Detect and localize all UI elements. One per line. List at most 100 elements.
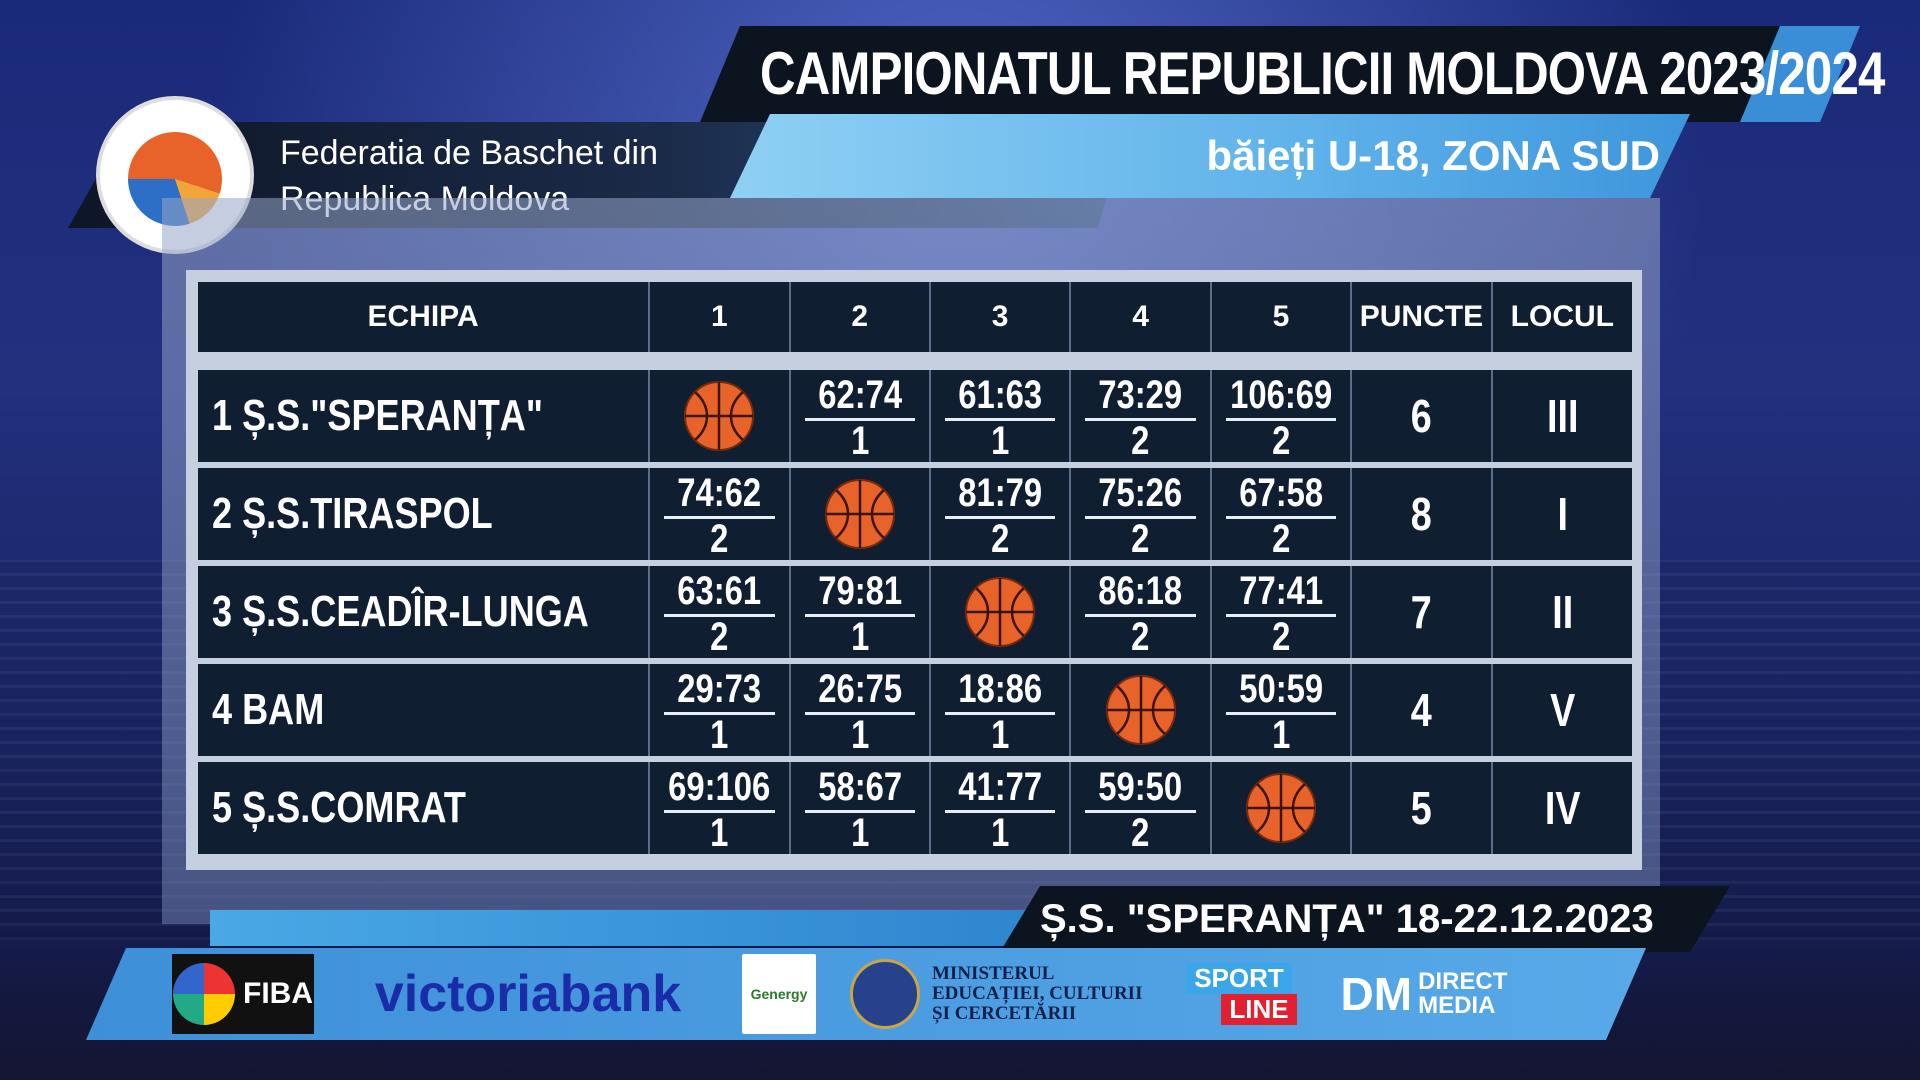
match-result-cell: 63:61 2	[650, 566, 791, 659]
place-value: IV	[1544, 782, 1581, 834]
match-points: 2	[1271, 517, 1291, 561]
score-divider	[804, 810, 915, 813]
score-divider	[1225, 516, 1337, 519]
match-points: 2	[1271, 419, 1291, 463]
total-points: 6	[1410, 390, 1432, 442]
score-divider	[1085, 516, 1196, 519]
match-score: 81:79	[958, 471, 1043, 515]
match-result-cell: 79:81 1	[791, 566, 931, 659]
match-score: 62:74	[817, 373, 902, 417]
score-divider	[664, 516, 775, 519]
match-result-cell: 29:73 1	[650, 664, 791, 757]
match-result-cell: 86:18 2	[1071, 566, 1212, 659]
score-divider	[1225, 418, 1337, 421]
score-divider	[1085, 614, 1196, 617]
table-row: 1 Ș.S."SPERANȚA" 62:74 1 61:63 1 73:29 2 106:69…	[198, 370, 1632, 463]
match-score: 29:73	[677, 667, 762, 711]
total-points: 4	[1410, 684, 1432, 736]
team-name: 4 BAM	[212, 685, 325, 734]
basketball-icon	[683, 380, 755, 452]
header-game-5: 5	[1212, 282, 1353, 352]
score-divider	[944, 418, 1056, 421]
place-value: I	[1557, 488, 1568, 540]
score-divider	[804, 418, 915, 421]
match-points: 2	[710, 615, 729, 659]
match-result-cell: 18:86 1	[931, 664, 1072, 757]
points-cell: 7	[1352, 566, 1493, 658]
match-result-cell: 75:26 2	[1071, 468, 1212, 561]
match-points: 1	[850, 615, 869, 659]
match-points: 1	[710, 811, 729, 855]
match-score: 73:29	[1098, 373, 1183, 417]
direct-media-logo: DM DIRECT MEDIA	[1334, 954, 1514, 1034]
total-points: 7	[1410, 586, 1432, 638]
fiba-ball-icon	[173, 963, 235, 1025]
basketball-icon	[964, 576, 1036, 648]
match-score: 58:67	[817, 765, 902, 809]
basketball-icon	[1105, 674, 1177, 746]
self-match-cell	[1071, 664, 1212, 756]
match-score: 50:59	[1239, 667, 1323, 711]
match-score: 75:26	[1098, 471, 1183, 515]
header-place: LOCUL	[1510, 300, 1614, 333]
match-score: 74:62	[677, 471, 762, 515]
match-result-cell: 81:79 2	[931, 468, 1072, 561]
genergy-logo: Genergy	[742, 954, 816, 1034]
score-divider	[664, 614, 775, 617]
sportline-logo: SPORT LINE	[1176, 954, 1302, 1034]
venue-stripe	[210, 910, 1030, 946]
match-score: 26:75	[817, 667, 902, 711]
basketball-icon	[1245, 772, 1317, 844]
ministry-logo: MINISTERUL EDUCAȚIEI, CULTURII ȘI CERCET…	[850, 954, 1150, 1034]
match-result-cell: 106:69 2	[1212, 370, 1353, 463]
page-subtitle: băieți U-18, ZONA SUD	[1206, 132, 1660, 179]
match-result-cell: 61:63 1	[931, 370, 1072, 463]
match-score: 77:41	[1239, 569, 1323, 613]
match-points: 1	[850, 713, 869, 757]
match-score: 79:81	[817, 569, 902, 613]
match-result-cell: 41:77 1	[931, 762, 1072, 855]
subtitle-banner	[730, 114, 1690, 198]
score-divider	[1085, 418, 1196, 421]
sportline-top: SPORT	[1186, 963, 1292, 994]
match-score: 67:58	[1239, 471, 1323, 515]
total-points: 8	[1410, 488, 1432, 540]
score-divider	[1225, 614, 1337, 617]
team-cell: 2 Ș.S.TIRASPOL	[198, 468, 651, 560]
place-cell: IV	[1493, 762, 1632, 854]
fiba-logo: FIBA	[172, 954, 314, 1034]
match-result-cell: 77:41 2	[1212, 566, 1353, 659]
team-name: 2 Ș.S.TIRASPOL	[212, 489, 493, 538]
federation-name-line1: Federatia de Baschet din	[280, 134, 659, 172]
header-game-3: 3	[931, 282, 1072, 352]
points-cell: 8	[1352, 468, 1493, 560]
match-points: 2	[1131, 517, 1150, 561]
team-cell: 3 Ș.S.CEADÎR-LUNGA	[198, 566, 651, 658]
match-result-cell: 50:59 1	[1212, 664, 1353, 757]
match-score: 41:77	[958, 765, 1043, 809]
match-result-cell: 74:62 2	[650, 468, 791, 561]
score-divider	[804, 712, 915, 715]
match-points: 2	[991, 517, 1010, 561]
score-divider	[664, 712, 775, 715]
place-value: V	[1549, 684, 1575, 736]
place-cell: V	[1493, 664, 1632, 756]
fiba-text: FIBA	[243, 977, 313, 1010]
place-cell: III	[1493, 370, 1632, 462]
standings-header-row: ECHIPA 1 2 3 4 5 PUNCTE LOCUL	[198, 282, 1632, 352]
match-score: 63:61	[677, 569, 762, 613]
place-cell: I	[1493, 468, 1632, 560]
points-cell: 4	[1352, 664, 1493, 756]
match-result-cell: 69:106 1	[650, 762, 791, 855]
match-points: 2	[1131, 811, 1150, 855]
match-result-cell: 59:50 2	[1071, 762, 1212, 855]
match-result-cell: 62:74 1	[791, 370, 931, 463]
self-match-cell	[650, 370, 791, 462]
basketball-icon	[824, 478, 896, 550]
match-points: 1	[710, 713, 729, 757]
self-match-cell	[1212, 762, 1353, 854]
media-text: MEDIA	[1418, 992, 1496, 1019]
score-divider	[1225, 712, 1337, 715]
table-row: 2 Ș.S.TIRASPOL 74:62 2 81:79 2 75:26 2 67:58 2 8 I	[198, 468, 1632, 561]
place-value: II	[1551, 586, 1573, 638]
